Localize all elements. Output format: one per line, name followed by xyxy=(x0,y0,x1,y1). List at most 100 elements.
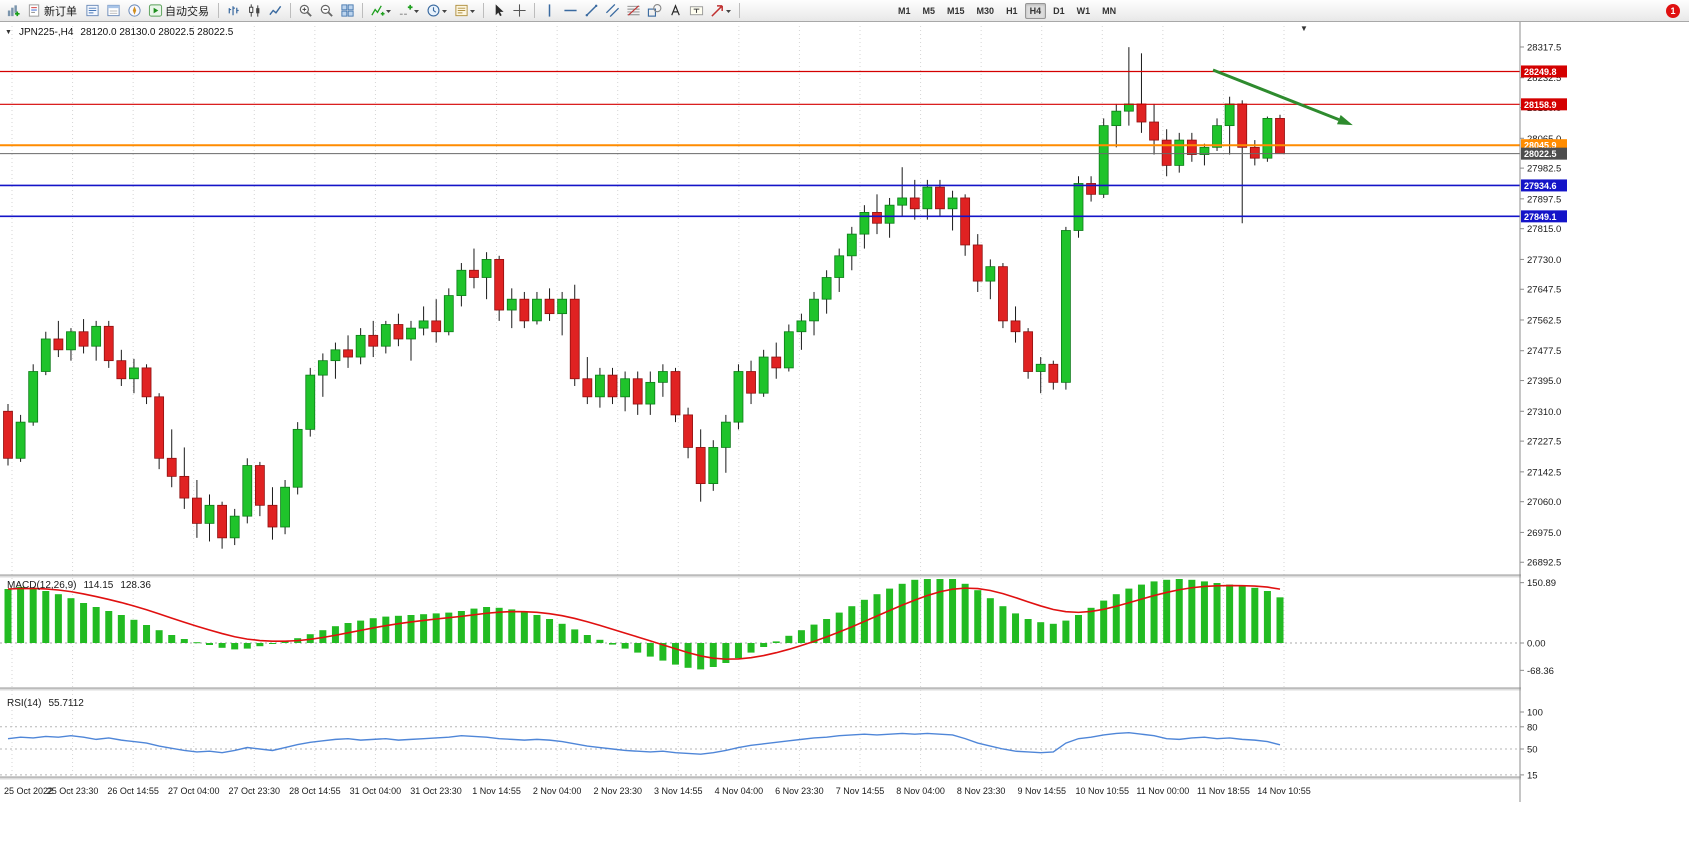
svg-text:27227.5: 27227.5 xyxy=(1527,437,1561,448)
timeframe-m5-button[interactable]: M5 xyxy=(922,5,936,16)
text-tool-button[interactable] xyxy=(666,1,685,20)
timeframe-mn-button[interactable]: MN xyxy=(1102,5,1117,16)
channel-tool-button[interactable] xyxy=(603,1,622,20)
timeframe-h1-button[interactable]: H1 xyxy=(1006,5,1018,16)
svg-text:25 Oct 23:30: 25 Oct 23:30 xyxy=(47,786,99,796)
svg-text:27982.5: 27982.5 xyxy=(1527,164,1561,175)
svg-text:28158.9: 28158.9 xyxy=(1524,100,1557,110)
svg-text:26892.5: 26892.5 xyxy=(1527,558,1561,569)
svg-text:27897.5: 27897.5 xyxy=(1527,194,1561,205)
toolbar-separator xyxy=(534,3,535,18)
notification-badge[interactable]: 1 xyxy=(1666,3,1680,18)
navigator-button[interactable] xyxy=(125,1,144,20)
svg-text:27934.6: 27934.6 xyxy=(1524,181,1557,191)
svg-text:27562.5: 27562.5 xyxy=(1527,315,1561,326)
svg-text:27647.5: 27647.5 xyxy=(1527,285,1561,296)
zoom-in-button[interactable] xyxy=(296,1,315,20)
svg-text:28 Oct 14:55: 28 Oct 14:55 xyxy=(289,786,341,796)
svg-text:25 Oct 2022: 25 Oct 2022 xyxy=(4,786,53,796)
fibonacci-tool-button[interactable] xyxy=(624,1,643,20)
toolbar-separator xyxy=(290,3,291,18)
timeframe-h4-button[interactable]: H4 xyxy=(1024,2,1047,19)
templates-button[interactable] xyxy=(452,1,478,20)
text-icon xyxy=(668,3,683,18)
macd-value-main: 114.15 xyxy=(83,580,114,591)
dropdown-caret-icon[interactable] xyxy=(413,4,420,18)
tile-windows-button[interactable] xyxy=(338,1,357,20)
bar-chart-mode-button[interactable] xyxy=(224,1,243,20)
line-chart-mode-button[interactable] xyxy=(266,1,285,20)
chart-objects[interactable] xyxy=(1212,68,1353,126)
macd-name: MACD(12,26,9) xyxy=(7,580,77,591)
auto-trading-button[interactable]: 自动交易 xyxy=(146,1,213,20)
shapes-tool-button[interactable] xyxy=(645,1,664,20)
cursor-tool-button[interactable] xyxy=(489,1,508,20)
candle-chart-mode-button[interactable] xyxy=(245,1,264,20)
arrows-tool-button[interactable] xyxy=(708,1,734,20)
svg-text:2 Nov 23:30: 2 Nov 23:30 xyxy=(593,786,642,796)
svg-text:31 Oct 04:00: 31 Oct 04:00 xyxy=(350,786,402,796)
indicators-button[interactable] xyxy=(368,1,394,20)
rsi-indicator-title: RSI(14) 55.7112 xyxy=(7,698,84,709)
candlesticks xyxy=(3,47,1285,549)
svg-text:27 Oct 23:30: 27 Oct 23:30 xyxy=(229,786,281,796)
timeframe-w1-button[interactable]: W1 xyxy=(1076,5,1091,16)
channel-icon xyxy=(605,3,620,18)
dropdown-caret-icon[interactable] xyxy=(385,4,392,18)
bar-chart-icon xyxy=(226,3,241,18)
symbol-period-label: JPN225-,H4 xyxy=(18,27,74,38)
dropdown-caret-icon[interactable] xyxy=(725,4,732,18)
timeframe-d1-button[interactable]: D1 xyxy=(1053,5,1065,16)
trend-arrow-line xyxy=(1212,68,1340,121)
add-indicator-icon xyxy=(398,3,413,18)
text-label-tool-button[interactable] xyxy=(687,1,706,20)
templates-icon xyxy=(454,3,469,18)
crosshair-tool-button[interactable] xyxy=(510,1,529,20)
svg-text:4 Nov 04:00: 4 Nov 04:00 xyxy=(715,786,764,796)
macd-indicator-title: MACD(12,26,9) 114.15 128.36 xyxy=(7,580,151,591)
collapse-chart-icon[interactable]: ▼ xyxy=(5,29,12,36)
horizontal-line-tool-button[interactable] xyxy=(561,1,580,20)
arrows-icon xyxy=(710,3,725,18)
svg-text:27395.0: 27395.0 xyxy=(1527,376,1561,387)
zoom-out-button[interactable] xyxy=(317,1,336,20)
chart-symbol-ohlc: ▼ JPN225-,H4 28120.0 28130.0 28022.5 280… xyxy=(5,27,233,38)
timeframe-m1-button[interactable]: M1 xyxy=(898,5,911,16)
candle-chart-icon xyxy=(247,3,262,18)
svg-text:27142.5: 27142.5 xyxy=(1527,467,1561,478)
price-tags: 28249.8 28158.9 28045.9 27934.6 27849.1 28022… xyxy=(1521,65,1567,223)
svg-text:0.00: 0.00 xyxy=(1527,639,1546,650)
data-window-button[interactable] xyxy=(104,1,123,20)
svg-text:11 Nov 18:55: 11 Nov 18:55 xyxy=(1197,786,1250,796)
svg-text:28232.5: 28232.5 xyxy=(1527,73,1561,84)
vertical-line-tool-button[interactable] xyxy=(540,1,559,20)
chart-canvas[interactable]: 28317.528232.528150.028065.027982.527897… xyxy=(0,22,1689,863)
new-chart-button[interactable] xyxy=(4,1,23,20)
svg-text:10 Nov 10:55: 10 Nov 10:55 xyxy=(1076,786,1130,796)
svg-text:100: 100 xyxy=(1527,708,1543,719)
timeframe-m30-button[interactable]: M30 xyxy=(976,5,995,16)
svg-text:26975.0: 26975.0 xyxy=(1527,528,1561,539)
timeframe-m15-button[interactable]: M15 xyxy=(947,5,965,16)
price-level-lines[interactable] xyxy=(0,70,1520,218)
vertical-line-icon xyxy=(542,3,557,18)
svg-text:3 Nov 14:55: 3 Nov 14:55 xyxy=(654,786,703,796)
main-toolbar: 新订单 自动交易 M1 M5 M15 M30 H1 H4 D1 W1 MN 1 xyxy=(0,0,1689,22)
zoom-in-icon xyxy=(298,3,313,18)
trendline-tool-button[interactable] xyxy=(582,1,601,20)
svg-text:27849.1: 27849.1 xyxy=(1524,212,1557,222)
data-window-icon xyxy=(106,3,121,18)
dropdown-caret-icon[interactable] xyxy=(441,4,448,18)
dropdown-caret-icon[interactable] xyxy=(469,4,476,18)
svg-text:11 Nov 00:00: 11 Nov 00:00 xyxy=(1136,786,1189,796)
new-order-button[interactable]: 新订单 xyxy=(25,1,81,20)
market-watch-button[interactable] xyxy=(83,1,102,20)
periods-button[interactable] xyxy=(424,1,450,20)
market-watch-icon xyxy=(85,3,100,18)
chart-shift-marker[interactable]: ▼ xyxy=(1300,24,1308,33)
svg-text:27 Oct 04:00: 27 Oct 04:00 xyxy=(168,786,220,796)
horizontal-line-icon xyxy=(563,3,578,18)
svg-text:8 Nov 04:00: 8 Nov 04:00 xyxy=(896,786,945,796)
add-indicator-button[interactable] xyxy=(396,1,422,20)
